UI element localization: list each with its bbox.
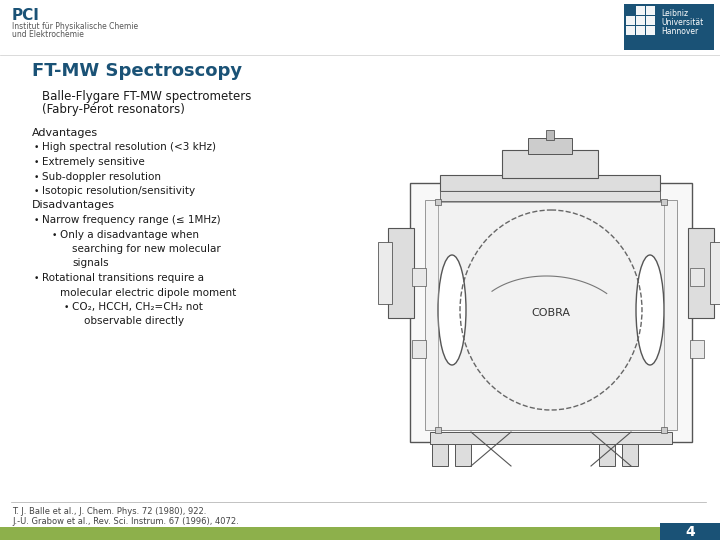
FancyBboxPatch shape	[622, 438, 638, 466]
FancyBboxPatch shape	[412, 340, 426, 358]
FancyBboxPatch shape	[412, 268, 426, 286]
FancyBboxPatch shape	[432, 438, 448, 466]
Text: (Fabry-Pérot resonators): (Fabry-Pérot resonators)	[42, 103, 185, 116]
Text: PCI: PCI	[12, 8, 40, 23]
FancyBboxPatch shape	[636, 26, 645, 35]
Text: und Elektrochemie: und Elektrochemie	[12, 30, 84, 39]
Text: High spectral resolution (<3 kHz): High spectral resolution (<3 kHz)	[42, 143, 216, 152]
FancyBboxPatch shape	[626, 26, 635, 35]
Text: •: •	[34, 144, 40, 152]
FancyBboxPatch shape	[435, 199, 441, 205]
Ellipse shape	[438, 255, 466, 365]
FancyBboxPatch shape	[660, 523, 720, 540]
FancyBboxPatch shape	[410, 183, 692, 442]
Text: •: •	[34, 158, 40, 167]
FancyBboxPatch shape	[626, 16, 635, 25]
FancyBboxPatch shape	[435, 427, 441, 433]
Text: observable directly: observable directly	[84, 316, 184, 327]
Text: •: •	[34, 187, 40, 196]
Text: 4: 4	[685, 525, 695, 539]
FancyBboxPatch shape	[661, 199, 667, 205]
FancyBboxPatch shape	[646, 26, 655, 35]
Text: CO₂, HCCH, CH₂=CH₂ not: CO₂, HCCH, CH₂=CH₂ not	[72, 302, 203, 312]
Text: Sub-doppler resolution: Sub-doppler resolution	[42, 172, 161, 181]
FancyBboxPatch shape	[624, 4, 714, 50]
FancyBboxPatch shape	[455, 438, 471, 466]
Text: Hannover: Hannover	[661, 27, 698, 36]
Text: Rotational transitions require a: Rotational transitions require a	[42, 273, 204, 283]
Text: T. J. Balle et al., J. Chem. Phys. 72 (1980), 922.: T. J. Balle et al., J. Chem. Phys. 72 (1…	[12, 507, 207, 516]
FancyBboxPatch shape	[636, 16, 645, 25]
Text: Extremely sensitive: Extremely sensitive	[42, 157, 145, 167]
Text: •: •	[34, 274, 40, 283]
Text: Narrow frequency range (≤ 1MHz): Narrow frequency range (≤ 1MHz)	[42, 215, 220, 225]
Text: •: •	[64, 303, 69, 312]
FancyBboxPatch shape	[430, 432, 672, 444]
Text: •: •	[34, 216, 40, 225]
Text: COBRA: COBRA	[531, 308, 570, 318]
Text: Universität: Universität	[661, 18, 703, 27]
Text: Leibniz: Leibniz	[661, 9, 688, 18]
Text: •: •	[52, 231, 58, 240]
FancyBboxPatch shape	[710, 242, 720, 304]
FancyBboxPatch shape	[388, 228, 414, 318]
FancyBboxPatch shape	[528, 138, 572, 154]
FancyBboxPatch shape	[661, 427, 667, 433]
FancyBboxPatch shape	[646, 6, 655, 15]
Text: Advantages: Advantages	[32, 128, 98, 138]
Text: •: •	[34, 172, 40, 181]
Text: Disadvantages: Disadvantages	[32, 200, 115, 211]
FancyBboxPatch shape	[636, 6, 645, 15]
FancyBboxPatch shape	[546, 130, 554, 140]
Text: Isotopic resolution/sensitivity: Isotopic resolution/sensitivity	[42, 186, 195, 196]
Text: Institut für Physikalische Chemie: Institut für Physikalische Chemie	[12, 22, 138, 31]
FancyBboxPatch shape	[690, 340, 704, 358]
FancyBboxPatch shape	[502, 150, 598, 178]
FancyBboxPatch shape	[440, 175, 660, 191]
Ellipse shape	[636, 255, 664, 365]
Text: FT-MW Spectroscopy: FT-MW Spectroscopy	[32, 62, 242, 80]
FancyBboxPatch shape	[688, 228, 714, 318]
Text: Balle-Flygare FT-MW spectrometers: Balle-Flygare FT-MW spectrometers	[42, 90, 251, 103]
FancyBboxPatch shape	[440, 191, 660, 201]
FancyBboxPatch shape	[425, 200, 677, 430]
FancyBboxPatch shape	[646, 16, 655, 25]
FancyBboxPatch shape	[0, 527, 660, 540]
FancyBboxPatch shape	[599, 438, 615, 466]
Text: signals: signals	[72, 259, 109, 268]
Text: Only a disadvantage when: Only a disadvantage when	[60, 230, 199, 240]
Text: molecular electric dipole moment: molecular electric dipole moment	[60, 287, 236, 298]
FancyBboxPatch shape	[690, 268, 704, 286]
Text: searching for new molecular: searching for new molecular	[72, 244, 221, 254]
Text: J.-U. Grabow et al., Rev. Sci. Instrum. 67 (1996), 4072.: J.-U. Grabow et al., Rev. Sci. Instrum. …	[12, 517, 239, 526]
FancyBboxPatch shape	[378, 242, 392, 304]
